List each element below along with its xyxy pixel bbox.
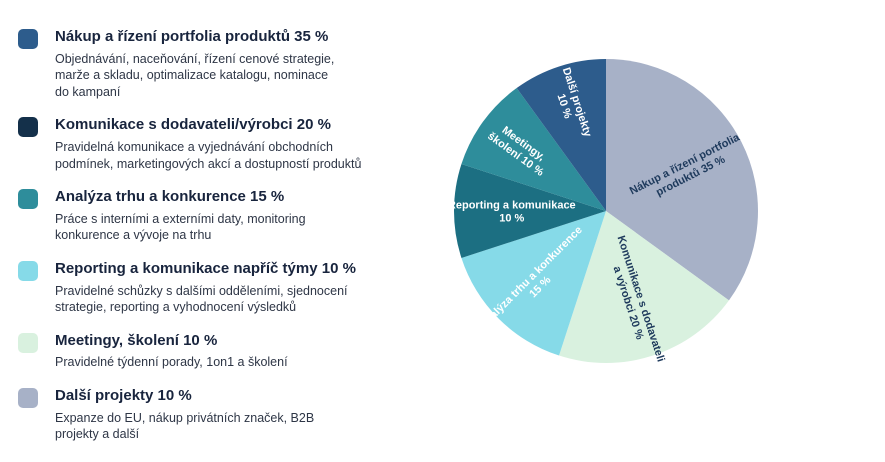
legend-item-description: Pravidelné schůzky s dalšími odděleními,… bbox=[55, 283, 348, 315]
pie-slice-4 bbox=[461, 88, 606, 211]
legend-text: Reporting a komunikace napříč týmy 10 % … bbox=[55, 260, 356, 316]
legend-item-komunikace: Komunikace s dodavateli/výrobci 20 % Pra… bbox=[18, 116, 443, 172]
pie-slice-label-group: Reporting a komunikace 10 % bbox=[448, 199, 576, 224]
legend-text: Komunikace s dodavateli/výrobci 20 % Pra… bbox=[55, 116, 361, 172]
legend-item-description: Pravidelná komunikace a vyjednávání obch… bbox=[55, 140, 362, 171]
legend-item-description: Objednávání, naceňování, řízení cenové s… bbox=[55, 51, 335, 99]
legend-item-title: Další projekty 10 % bbox=[55, 386, 192, 404]
pie-slice-1 bbox=[559, 211, 729, 363]
legend-color-swatch bbox=[18, 189, 38, 209]
legend-text: Nákup a řízení portfolia produktů 35 % O… bbox=[55, 28, 334, 100]
pie-slice-3 bbox=[454, 164, 606, 258]
pie-slice-2 bbox=[461, 211, 606, 356]
pie-chart: Nákup a řízení portfoliaproduktů 35 % Kom… bbox=[448, 55, 762, 367]
legend-item-dalsi-projekty: Další projekty 10 % Expanze do EU, nákup… bbox=[18, 387, 443, 443]
legend-item-title: Reporting a komunikace napříč týmy 10 % bbox=[55, 259, 356, 277]
legend-text: Analýza trhu a konkurence 15 % Práce s i… bbox=[55, 188, 306, 244]
legend-text: Další projekty 10 % Expanze do EU, nákup… bbox=[55, 387, 314, 443]
pie-slice-0 bbox=[606, 59, 758, 301]
pie-slice-label: Reporting a komunikace 10 % bbox=[450, 199, 576, 224]
legend-item-nakup: Nákup a řízení portfolia produktů 35 % O… bbox=[18, 28, 443, 100]
pie-chart-svg: Nákup a řízení portfoliaproduktů 35 %Kom… bbox=[448, 59, 758, 363]
legend-item-reporting: Reporting a komunikace napříč týmy 10 % … bbox=[18, 260, 443, 316]
legend-color-swatch bbox=[18, 332, 38, 353]
legend-item-description: Pravidelné týdenní porady, 1on1 a školen… bbox=[55, 355, 288, 370]
legend-item-title: Meetingy, školení 10 % bbox=[55, 331, 218, 349]
legend-item-title: Nákup a řízení portfolia produktů 35 % bbox=[55, 28, 329, 45]
legend: Nákup a řízení portfolia produktů 35 % O… bbox=[18, 28, 443, 443]
legend-color-swatch bbox=[18, 387, 38, 408]
legend-item-title: Komunikace s dodavateli/výrobci 20 % bbox=[55, 116, 331, 134]
legend-color-swatch bbox=[18, 117, 38, 138]
legend-text: Meetingy, školení 10 % Pravidelné týdenn… bbox=[55, 332, 288, 371]
legend-color-swatch bbox=[18, 29, 38, 49]
legend-item-meetingy: Meetingy, školení 10 % Pravidelné týdenn… bbox=[18, 332, 443, 371]
legend-item-description: Práce s interními a externími daty, moni… bbox=[55, 211, 306, 243]
pie-slice-5 bbox=[516, 59, 606, 211]
legend-item-title: Analýza trhu a konkurence 15 % bbox=[55, 188, 285, 205]
legend-item-description: Expanze do EU, nákup privátních značek, … bbox=[55, 410, 315, 442]
legend-item-analyza: Analýza trhu a konkurence 15 % Práce s i… bbox=[18, 188, 443, 244]
legend-color-swatch bbox=[18, 260, 38, 281]
